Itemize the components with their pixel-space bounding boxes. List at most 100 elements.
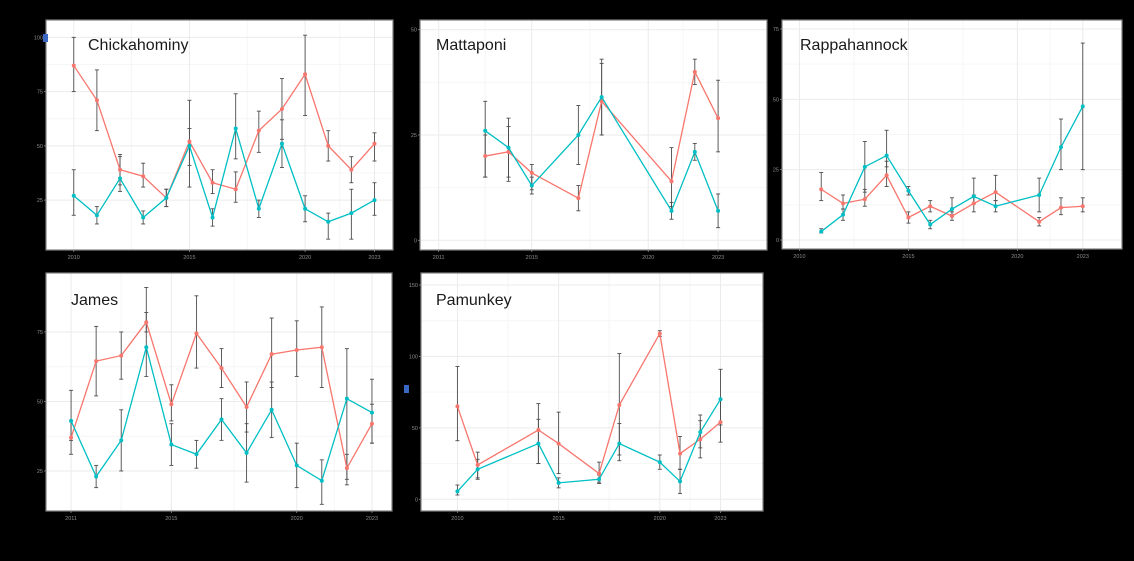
red-data-point (94, 359, 99, 364)
x-tick-label: 2011 (65, 516, 77, 522)
red-data-point (819, 187, 824, 192)
red-data-point (506, 149, 511, 154)
red-series-line (456, 331, 721, 475)
red-data-point (187, 139, 192, 144)
red-data-point (928, 204, 933, 209)
teal-data-point (718, 397, 723, 402)
red-data-point (344, 466, 349, 471)
teal-data-point (617, 441, 622, 446)
teal-data-point (906, 188, 911, 193)
red-data-point (294, 348, 299, 353)
panel-border (781, 19, 1123, 250)
teal-data-point (319, 478, 324, 483)
red-data-point (692, 69, 697, 74)
red-data-point (669, 179, 674, 184)
teal-data-point (344, 396, 349, 401)
red-data-point (349, 167, 354, 172)
teal-data-point (256, 206, 261, 211)
teal-data-point (169, 442, 174, 447)
chickahominy-chart: 2010 2015 2020 2023 25 50 75 100 Chickahominy (34, 19, 394, 261)
teal-data-point (669, 208, 674, 213)
red-data-point (576, 196, 581, 201)
red-data-point (529, 170, 534, 175)
red-data-point (1058, 205, 1063, 210)
teal-data-point (536, 441, 541, 446)
teal-data-point (657, 460, 662, 465)
teal-data-point (187, 143, 192, 148)
panel-border (45, 19, 394, 251)
teal-data-point (303, 206, 308, 211)
y-tick-label: 50 (37, 399, 43, 405)
red-data-point (599, 99, 604, 104)
y-tick-label: 0 (414, 238, 417, 244)
panel-title: Mattaponi (436, 37, 506, 54)
teal-data-point (372, 198, 377, 203)
teal-series-line (820, 106, 1084, 233)
panel-background (46, 20, 393, 250)
rappahannock-chart: 2010 2015 2020 2023 0 25 50 75 Rappahannock (773, 19, 1123, 260)
red-data-point (119, 353, 124, 358)
x-tick-label: 2011 (433, 255, 445, 261)
teal-data-point (884, 153, 889, 158)
red-data-point (678, 451, 683, 456)
red-data-point (303, 72, 308, 77)
y-tick-label: 25 (773, 168, 779, 174)
teal-series-line (484, 95, 719, 213)
red-data-point (455, 404, 460, 409)
teal-data-point (326, 219, 331, 224)
panel-title: Rappahannock (800, 37, 909, 54)
red-data-point (950, 214, 954, 219)
x-tick-label: 2010 (793, 254, 805, 260)
teal-data-point (233, 126, 238, 131)
red-data-point (1037, 219, 1042, 224)
teal-data-point (971, 194, 976, 199)
red-data-point (219, 366, 224, 371)
red-data-point (483, 154, 488, 159)
y-tick-label: 75 (37, 330, 43, 336)
x-tick-label: 2020 (654, 516, 666, 522)
teal-data-point (94, 474, 99, 479)
red-data-point (269, 352, 274, 357)
teal-data-point (576, 133, 581, 137)
red-data-point (716, 116, 721, 121)
teal-data-point (678, 479, 683, 484)
teal-data-point (279, 141, 284, 146)
teal-data-point (597, 477, 602, 482)
red-series-line (820, 174, 1083, 223)
x-tick-label: 2020 (642, 255, 654, 261)
y-tick-label: 100 (34, 35, 43, 41)
y-tick-label: 0 (415, 497, 418, 503)
blue-mark-mid-left (404, 385, 409, 393)
red-data-point (71, 63, 76, 68)
red-data-point (884, 173, 889, 178)
red-series-line (485, 69, 719, 200)
teal-data-point (556, 480, 561, 485)
teal-data-point (94, 213, 99, 218)
x-tick-label: 2023 (368, 255, 380, 261)
red-data-point (210, 180, 215, 185)
panel-title: Pamunkey (436, 292, 512, 309)
red-data-point (94, 98, 99, 103)
red-data-point (141, 174, 146, 179)
red-data-point (369, 421, 374, 426)
red-data-point (1080, 204, 1085, 209)
red-data-point (718, 420, 723, 425)
teal-data-point (950, 207, 954, 212)
teal-data-point (599, 95, 604, 100)
teal-data-point (294, 463, 299, 468)
teal-data-point (349, 211, 354, 216)
red-data-point (841, 201, 846, 206)
teal-data-point (993, 204, 998, 209)
red-data-point (617, 403, 622, 407)
teal-data-point (141, 215, 146, 220)
red-data-point (69, 435, 74, 440)
teal-data-point (118, 176, 123, 181)
y-tick-label: 100 (409, 354, 418, 360)
teal-data-point (841, 212, 846, 217)
teal-data-point (194, 452, 199, 457)
x-tick-label: 2023 (714, 516, 726, 522)
teal-data-point (928, 222, 933, 227)
teal-data-point (529, 183, 534, 188)
red-data-point (326, 143, 331, 148)
james-chart: 2011 2015 2020 2023 25 50 75 James (37, 272, 393, 522)
